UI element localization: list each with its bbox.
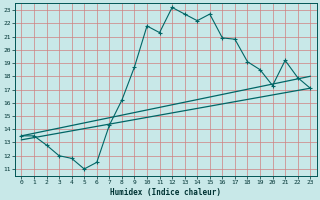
X-axis label: Humidex (Indice chaleur): Humidex (Indice chaleur) bbox=[110, 188, 221, 197]
